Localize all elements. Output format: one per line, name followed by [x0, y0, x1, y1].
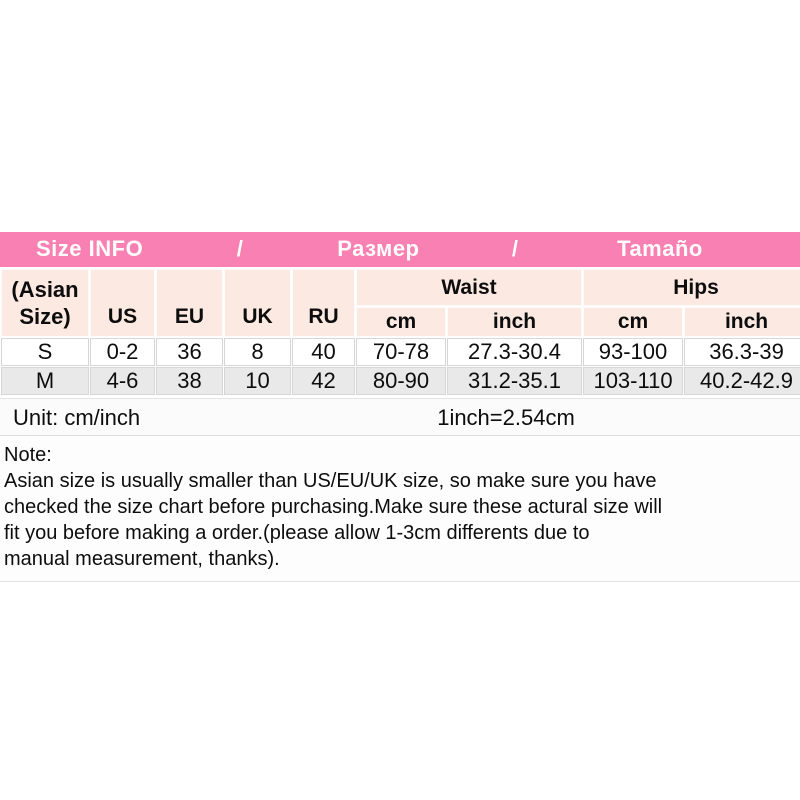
header-uk: UK	[224, 269, 291, 337]
note-title: Note:	[4, 444, 52, 466]
table-row-size-s: S 0-2 36 8 40 70-78 27.3-30.4 93-100 36.…	[1, 338, 800, 366]
size-chart-title-bar: Size INFO / Размер / Tamaño	[0, 232, 800, 267]
note-line: checked the size chart before purchasing…	[4, 496, 663, 518]
table-cell-waist-cm: 70-78	[356, 338, 446, 366]
title-size-info: Size INFO	[36, 235, 144, 261]
header-hips: Hips	[583, 269, 800, 306]
title-separator-2: /	[511, 235, 519, 261]
size-table: (Asian Size) US EU UK RU Waist Hips cm i…	[0, 268, 800, 396]
table-cell-waist-inch: 31.2-35.1	[447, 367, 583, 395]
title-tamano: Tamaño	[617, 235, 703, 261]
table-cell-waist-inch: 27.3-30.4	[447, 338, 583, 366]
table-cell-ru: 42	[292, 367, 355, 395]
title-separator-1: /	[236, 235, 244, 261]
table-cell-hips-inch: 40.2-42.9	[684, 367, 800, 395]
header-hips-cm: cm	[583, 307, 684, 337]
table-header-sub-row: cm inch cm inch	[1, 307, 800, 337]
table-cell-eu: 36	[156, 338, 223, 366]
unit-label: Unit: cm/inch	[13, 405, 141, 430]
header-waist: Waist	[356, 269, 583, 306]
table-cell-waist-cm: 80-90	[356, 367, 446, 395]
size-cell: M	[1, 367, 89, 395]
unit-conversion: 1inch=2.54cm	[437, 405, 575, 430]
table-cell-hips-cm: 93-100	[583, 338, 684, 366]
header-ru: RU	[292, 269, 355, 337]
title-razmer: Размер	[337, 235, 420, 261]
header-asian-size: (Asian Size)	[1, 269, 89, 337]
table-cell-uk: 8	[224, 338, 291, 366]
header-eu: EU	[156, 269, 223, 337]
note-section: Note: Asian size is usually smaller than…	[0, 436, 800, 582]
table-cell-hips-inch: 36.3-39	[684, 338, 800, 366]
note-line: Asian size is usually smaller than US/EU…	[4, 470, 657, 492]
table-cell-us: 4-6	[90, 367, 155, 395]
table-row-size-m: M 4-6 38 10 42 80-90 31.2-35.1 103-110 4…	[1, 367, 800, 395]
table-cell-ru: 40	[292, 338, 355, 366]
note-line: manual measurement, thanks).	[4, 548, 280, 570]
unit-row: Unit: cm/inch 1inch=2.54cm	[0, 398, 800, 436]
header-waist-inch: inch	[447, 307, 583, 337]
table-cell-uk: 10	[224, 367, 291, 395]
header-waist-cm: cm	[356, 307, 446, 337]
table-cell-eu: 38	[156, 367, 223, 395]
table-cell-hips-cm: 103-110	[583, 367, 684, 395]
table-cell-us: 0-2	[90, 338, 155, 366]
header-us: US	[90, 269, 155, 337]
size-chart-content: Size INFO / Размер / Tamaño (Asian Size)…	[0, 232, 800, 582]
note-line: fit you before making a order.(please al…	[4, 522, 590, 544]
header-hips-inch: inch	[684, 307, 800, 337]
table-header-group-row: (Asian Size) US EU UK RU Waist Hips	[1, 269, 800, 337]
size-cell: S	[1, 338, 89, 366]
